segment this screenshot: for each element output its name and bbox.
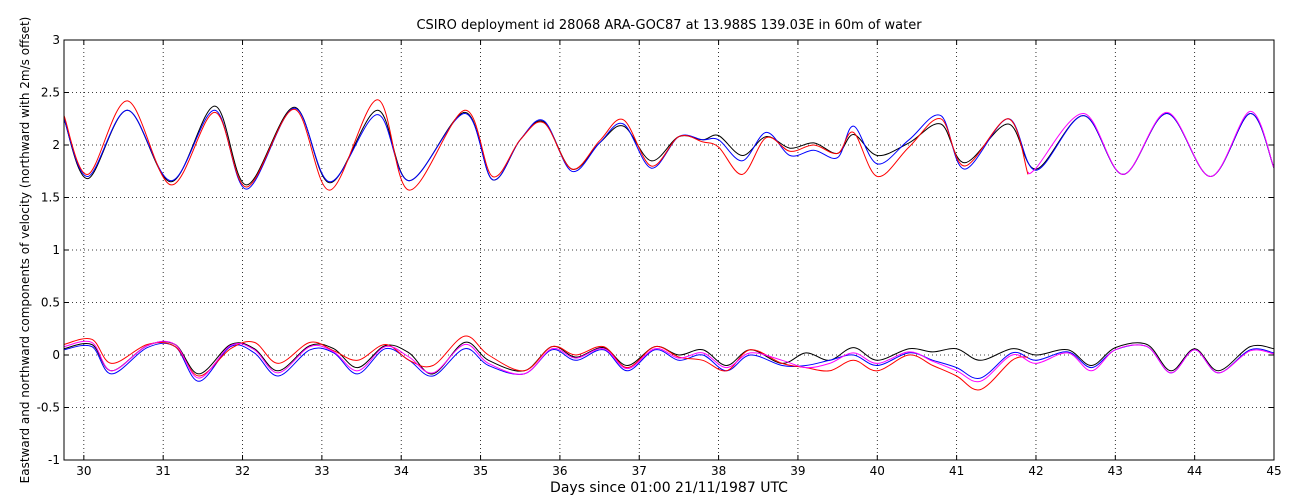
series-line-5: [63, 342, 1275, 382]
x-tick-label: 42: [1028, 464, 1043, 478]
chart-title: CSIRO deployment id 28068 ARA-GOC87 at 1…: [416, 18, 922, 33]
y-axis-label: Eastward and northward components of vel…: [18, 17, 32, 484]
series-line-3: [1027, 110, 1275, 178]
y-tick-label: -1: [48, 453, 60, 467]
tick-marks: [64, 39, 1275, 461]
y-tick-label: -0.5: [37, 401, 60, 415]
x-tick-label: 34: [394, 464, 409, 478]
y-tick-label: 1: [52, 243, 60, 257]
x-axis-label: Days since 01:00 21/11/1987 UTC: [550, 480, 788, 496]
y-tick-label: 0.5: [41, 296, 60, 310]
x-tick-label: 44: [1187, 464, 1202, 478]
series-line-7: [63, 340, 1275, 383]
x-tick-label: 38: [711, 464, 726, 478]
series-group: [63, 99, 1275, 391]
y-tick-label: 1.5: [41, 191, 60, 205]
series-line-6: [63, 335, 1029, 391]
x-tick-label: 45: [1266, 464, 1281, 478]
y-tick-label: 0: [52, 348, 60, 362]
x-tick-labels: 30 31 32 33 34 35 36 37 38 39 40 41 42 43 44 45: [76, 464, 1281, 478]
y-tick-label: 2.5: [41, 86, 60, 100]
y-tick-label: 2: [52, 138, 60, 152]
x-tick-label: 40: [870, 464, 885, 478]
x-tick-label: 37: [632, 464, 647, 478]
x-tick-label: 32: [235, 464, 250, 478]
x-tick-label: 36: [552, 464, 567, 478]
x-tick-label: 30: [76, 464, 91, 478]
x-tick-label: 33: [314, 464, 329, 478]
y-tick-labels: -1 -0.5 0 0.5 1 1.5 2 2.5 3: [37, 33, 60, 467]
series-line-4: [63, 341, 1275, 375]
x-tick-label: 41: [949, 464, 964, 478]
y-tick-label: 3: [52, 33, 60, 47]
x-tick-label: 39: [790, 464, 805, 478]
x-tick-label: 31: [156, 464, 171, 478]
x-tick-label: 43: [1108, 464, 1123, 478]
series-line-2: [63, 99, 1029, 191]
x-tick-label: 35: [473, 464, 488, 478]
